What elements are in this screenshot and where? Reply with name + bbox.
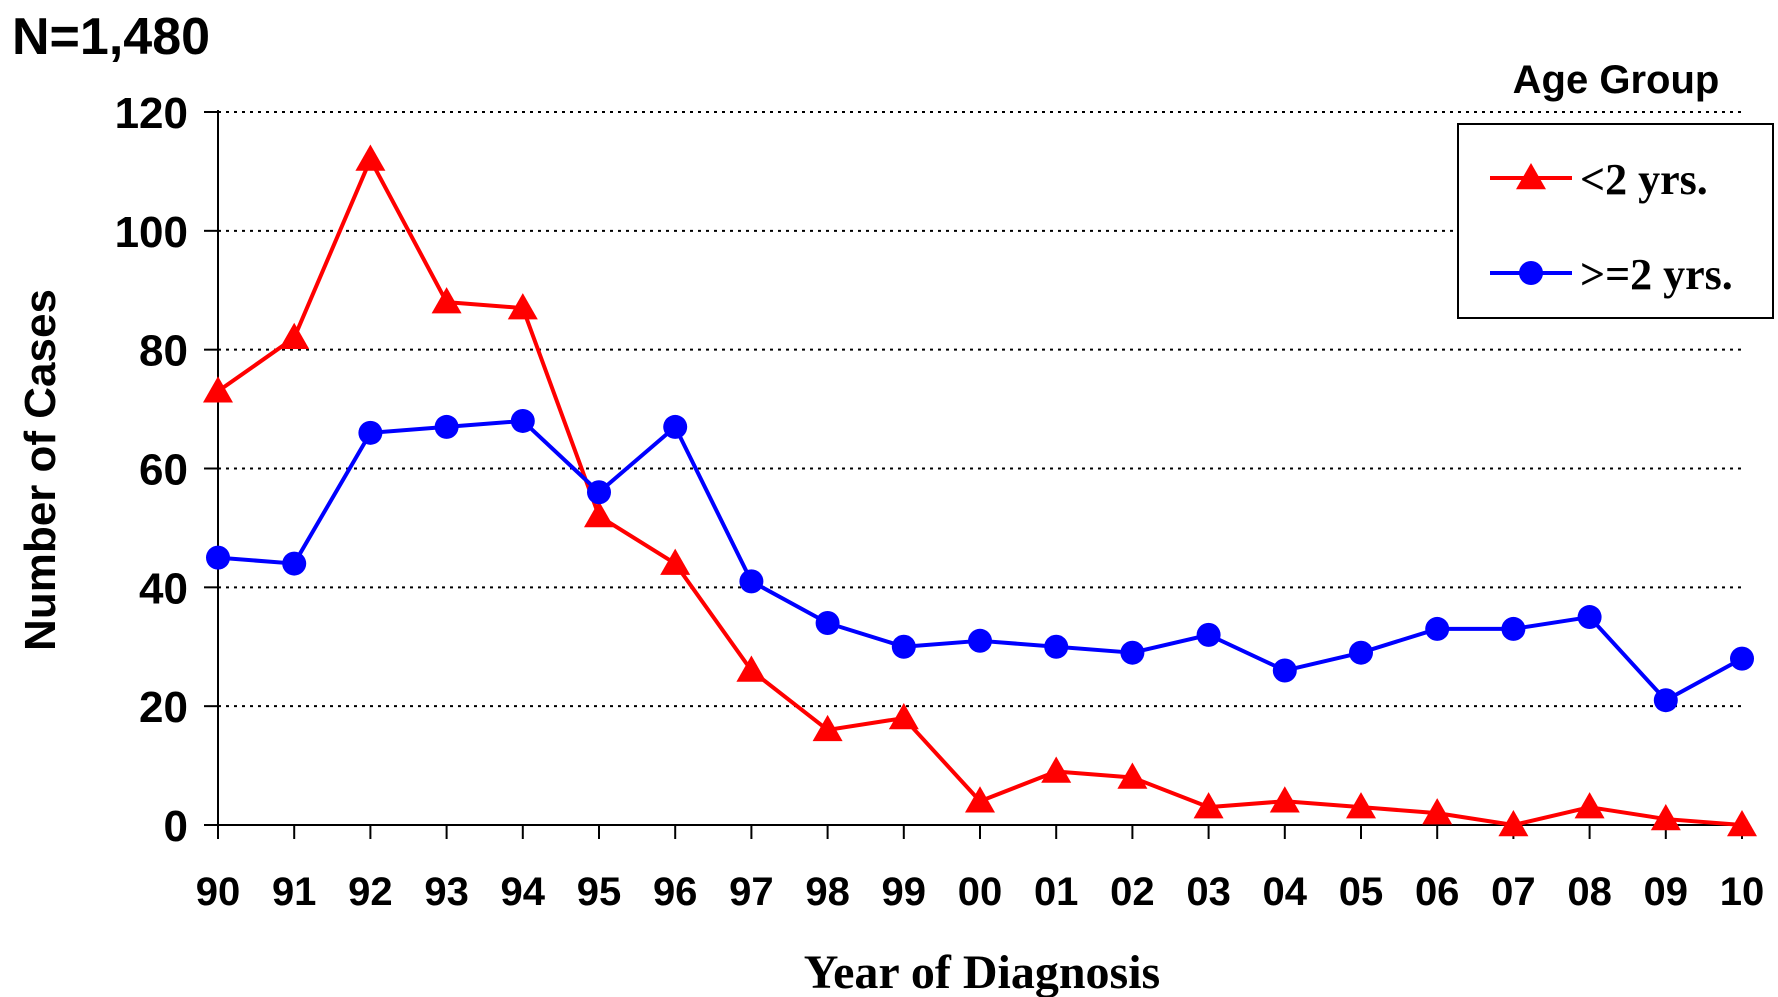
data-point-circle [1272,658,1297,683]
x-tick-label: 04 [1263,870,1308,914]
data-point-triangle [1727,810,1757,837]
legend: <2 yrs. >=2 yrs. [1457,123,1774,319]
series-under-2 [203,144,1757,837]
x-tick-label: 09 [1644,870,1689,914]
x-tick-label: 00 [958,870,1003,914]
data-point-circle [1044,634,1069,659]
x-axis-label: Year of Diagnosis [804,946,1160,997]
gridlines [218,111,1742,708]
data-point-circle [815,610,840,635]
y-tick-label: 40 [139,564,188,613]
x-tick-label: 07 [1491,870,1536,914]
legend-label: <2 yrs. [1580,155,1708,204]
sample-size-annotation: N=1,480 [12,8,210,66]
data-point-circle [1349,640,1373,665]
x-tick-label: 91 [272,870,317,914]
data-point-triangle [1574,792,1605,819]
data-point-triangle [507,293,538,320]
data-point-circle [739,569,764,594]
x-tick-label: 94 [501,870,546,914]
x-tick-label: 90 [196,870,241,914]
y-tick-label: 0 [164,802,188,851]
x-tick-label: 05 [1339,870,1384,914]
y-tick-label: 100 [115,208,188,257]
y-tick-label: 80 [139,327,188,376]
data-point-triangle [1041,756,1072,783]
data-point-triangle [203,376,233,403]
data-point-triangle [1269,786,1300,813]
series-2-and-over [206,408,1754,713]
data-point-circle [1120,640,1145,665]
x-tick-label: 93 [424,870,469,914]
data-point-circle [891,634,916,659]
data-point-circle [587,480,611,505]
data-point-circle [206,545,230,570]
x-tick-label: 96 [653,870,698,914]
data-point-triangle [812,714,843,742]
x-tick-label: 97 [729,870,774,914]
data-point-triangle [1193,792,1224,819]
data-point-circle [510,408,535,433]
data-point-triangle [1498,810,1529,837]
x-tick-labels: 90 91 92 93 94 95 96 97 98 99 00 01 02 03 04 05 06 07 08 09… [196,870,1765,914]
x-tick-label: 10 [1720,870,1765,914]
x-tick-label: 92 [348,870,393,914]
x-tick-label: 99 [882,870,927,914]
legend-label: >=2 yrs. [1580,250,1733,299]
data-point-circle [434,414,459,439]
data-point-circle [1653,688,1678,713]
x-tick-label: 95 [577,870,622,914]
y-axis-label: Number of Cases [16,289,65,651]
data-point-circle [1730,646,1754,671]
y-tick-label: 60 [139,446,188,495]
x-tick-label: 03 [1186,870,1231,914]
data-point-circle [1425,616,1450,641]
y-tick-label: 20 [139,683,188,732]
x-tick-label: 06 [1415,870,1460,914]
data-point-circle [1577,605,1602,630]
legend-marker-triangle [1516,163,1546,190]
x-tick-label: 98 [805,870,850,914]
legend-background [1458,124,1773,318]
x-tick-label: 08 [1567,870,1612,914]
legend-border [1457,123,1774,319]
data-point-triangle [660,548,691,575]
x-tick-label: 01 [1034,870,1079,914]
data-point-triangle [355,144,386,171]
data-point-circle [663,414,688,439]
x-tick-label: 02 [1110,870,1155,914]
data-point-triangle [1650,804,1681,831]
data-point-triangle [888,703,919,730]
data-point-triangle [1117,762,1148,789]
data-point-triangle [736,655,767,682]
data-point-circle [1501,616,1526,641]
data-point-circle [282,551,307,576]
data-point-circle [358,420,383,445]
data-point-triangle [965,786,995,813]
data-point-triangle [1346,792,1376,819]
data-point-triangle [1422,798,1453,825]
y-tick-labels: 0 20 40 60 80 100 120 [115,89,188,851]
y-tick-label: 120 [115,89,188,138]
legend-title: Age Group [1513,58,1720,102]
axes [204,110,1743,839]
data-point-circle [1196,622,1221,647]
data-point-triangle [584,501,614,528]
data-point-triangle [279,322,310,350]
data-point-circle [968,628,992,653]
series-layer [203,144,1757,837]
series-line [217,418,1743,703]
legend-marker-circle [1519,261,1543,285]
data-point-triangle [431,287,462,314]
